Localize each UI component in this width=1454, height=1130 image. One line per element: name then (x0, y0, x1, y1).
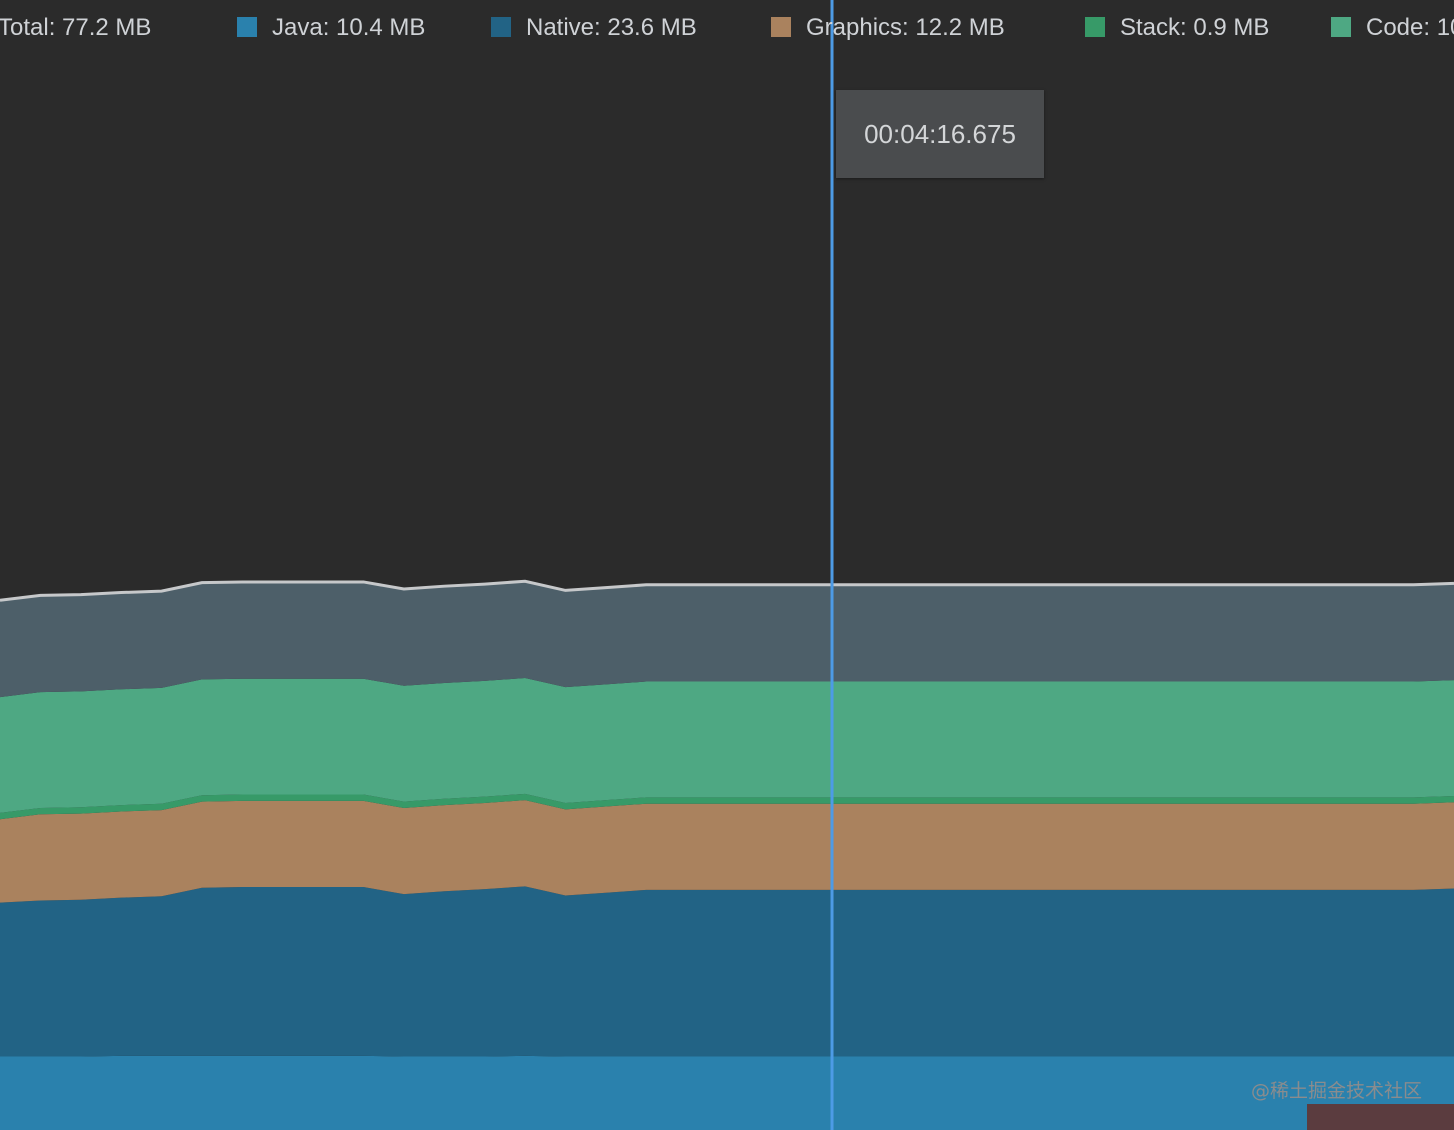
total-memory-line (0, 579, 1454, 602)
memory-legend: Total: 77.2 MB Java: 10.4 MB Native: 23.… (0, 0, 1454, 56)
native-area (0, 886, 1454, 1057)
java-area (0, 1055, 1454, 1130)
timestamp-tooltip: 00:04:16.675 (836, 90, 1044, 178)
code-swatch (1331, 17, 1351, 37)
legend-total-label: Total: 77.2 MB (0, 14, 152, 41)
chart-areas (0, 581, 1454, 1130)
graphics-area (0, 800, 1454, 903)
legend-native-label: Native: 23.6 MB (526, 14, 697, 41)
tooltip-time: 00:04:16.675 (864, 118, 1016, 149)
stack-area (0, 793, 1454, 820)
java-swatch (237, 17, 257, 37)
corner-block (1307, 1104, 1454, 1130)
legend-graphics-label: Graphics: 12.2 MB (806, 14, 1005, 41)
others-area (0, 581, 1454, 698)
legend-java-label: Java: 10.4 MB (272, 14, 426, 41)
legend-stack-label: Stack: 0.9 MB (1120, 14, 1270, 41)
native-swatch (491, 17, 511, 37)
watermark: @稀土掘金技术社区 (1250, 1080, 1422, 1102)
legend-code-label: Code: 10 (1366, 14, 1454, 41)
graphics-swatch (771, 17, 791, 37)
code-area (0, 678, 1454, 813)
stack-swatch (1085, 17, 1105, 37)
